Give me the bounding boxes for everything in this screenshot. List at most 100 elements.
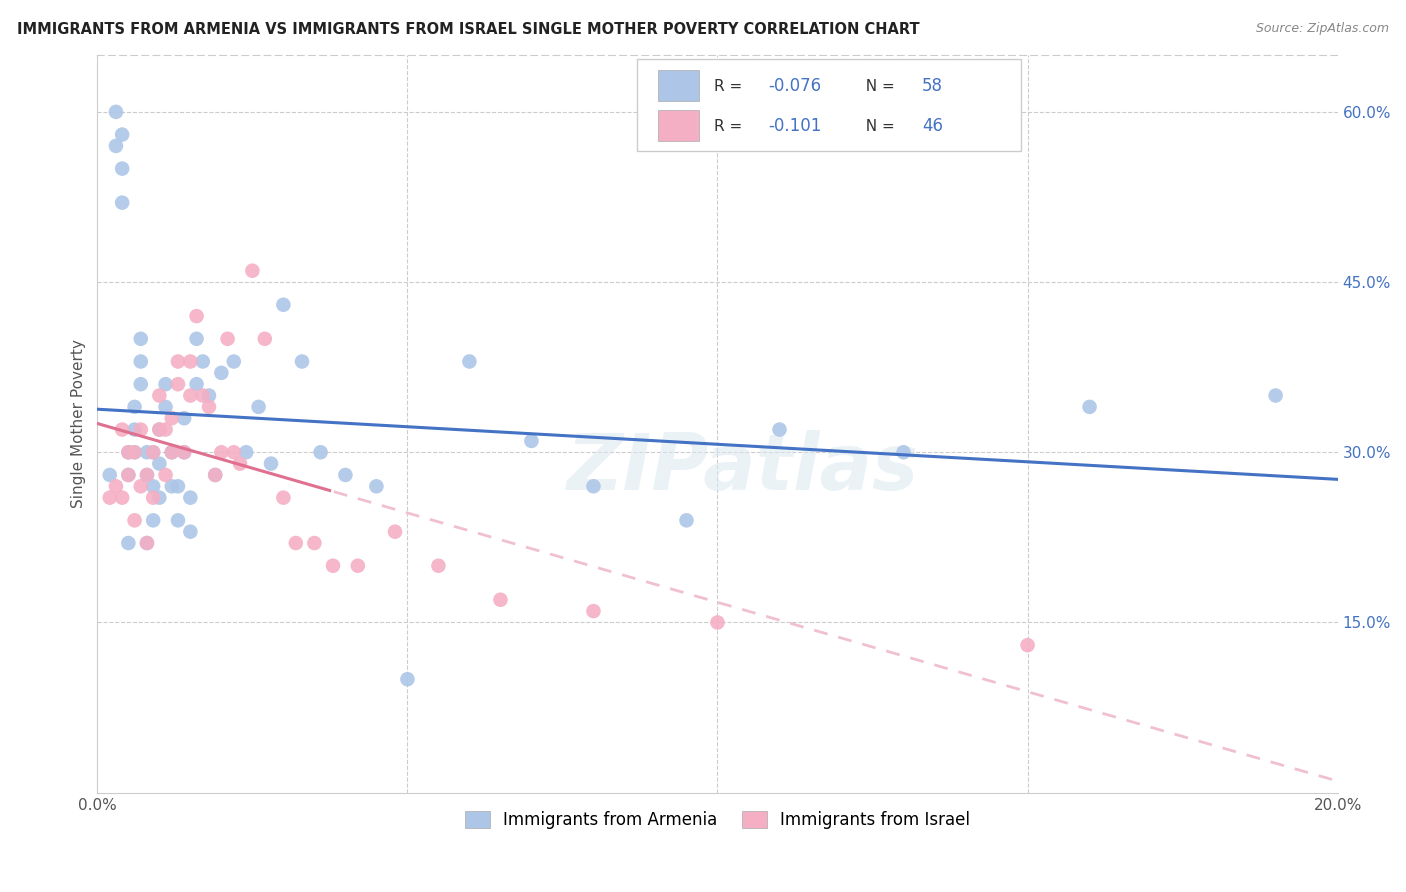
Point [136, 467, 159, 482]
Point [117, 467, 139, 482]
Point [204, 467, 226, 482]
Point [186, 332, 208, 346]
Point [117, 445, 139, 459]
Text: N =: N = [856, 119, 900, 134]
Point [155, 467, 177, 482]
Point [136, 445, 159, 459]
Point [186, 377, 208, 392]
Point [179, 354, 201, 368]
Point [1078, 400, 1101, 414]
Point [217, 332, 239, 346]
Point [124, 513, 146, 527]
Legend: Immigrants from Armenia, Immigrants from Israel: Immigrants from Armenia, Immigrants from… [458, 805, 977, 836]
Point [768, 423, 790, 437]
Point [124, 400, 146, 414]
Point [111, 423, 134, 437]
Point [155, 400, 177, 414]
Point [242, 263, 264, 277]
Point [111, 128, 134, 142]
Point [260, 457, 283, 471]
FancyBboxPatch shape [637, 59, 1021, 151]
Point [179, 388, 201, 402]
Point [142, 491, 165, 505]
Point [204, 467, 226, 482]
Point [520, 434, 543, 448]
Point [136, 536, 159, 550]
Point [335, 467, 357, 482]
Point [160, 479, 183, 493]
Text: -0.101: -0.101 [768, 117, 821, 135]
Point [1017, 638, 1039, 652]
Point [111, 195, 134, 210]
Text: R =: R = [714, 78, 747, 94]
Point [124, 445, 146, 459]
Point [706, 615, 728, 630]
Point [148, 491, 170, 505]
Point [155, 377, 177, 392]
Text: Source: ZipAtlas.com: Source: ZipAtlas.com [1256, 22, 1389, 36]
Point [346, 558, 368, 573]
Point [179, 491, 201, 505]
Point [198, 400, 221, 414]
Point [396, 672, 419, 686]
Point [104, 104, 127, 119]
Point [117, 445, 139, 459]
Point [427, 558, 450, 573]
Point [291, 354, 314, 368]
Point [273, 491, 295, 505]
Text: ZIPatlas: ZIPatlas [567, 430, 918, 506]
Text: N =: N = [856, 78, 900, 94]
Point [148, 457, 170, 471]
Y-axis label: Single Mother Poverty: Single Mother Poverty [72, 340, 86, 508]
Text: 58: 58 [922, 78, 943, 95]
Point [893, 445, 915, 459]
Point [167, 377, 190, 392]
Text: -0.076: -0.076 [768, 78, 821, 95]
Point [155, 423, 177, 437]
Point [173, 445, 195, 459]
Point [111, 161, 134, 176]
Point [209, 366, 232, 380]
Point [186, 309, 208, 323]
Point [124, 445, 146, 459]
Point [124, 423, 146, 437]
Point [160, 445, 183, 459]
Point [129, 479, 152, 493]
Point [129, 354, 152, 368]
Point [98, 467, 121, 482]
Point [366, 479, 388, 493]
Text: 46: 46 [922, 117, 943, 135]
Point [167, 479, 190, 493]
Point [160, 445, 183, 459]
Point [284, 536, 307, 550]
Point [142, 445, 165, 459]
Point [148, 423, 170, 437]
FancyBboxPatch shape [658, 110, 699, 141]
Point [160, 411, 183, 425]
FancyBboxPatch shape [658, 70, 699, 101]
Point [273, 298, 295, 312]
Point [229, 457, 252, 471]
Text: IMMIGRANTS FROM ARMENIA VS IMMIGRANTS FROM ISRAEL SINGLE MOTHER POVERTY CORRELAT: IMMIGRANTS FROM ARMENIA VS IMMIGRANTS FR… [17, 22, 920, 37]
Point [117, 536, 139, 550]
Point [384, 524, 406, 539]
Point [222, 445, 245, 459]
Point [173, 411, 195, 425]
Point [117, 467, 139, 482]
Point [111, 491, 134, 505]
Point [167, 354, 190, 368]
Point [142, 479, 165, 493]
Point [222, 354, 245, 368]
Point [235, 445, 257, 459]
Point [129, 423, 152, 437]
Point [167, 513, 190, 527]
Point [104, 479, 127, 493]
Point [247, 400, 270, 414]
Point [489, 592, 512, 607]
Point [129, 332, 152, 346]
Point [136, 536, 159, 550]
Point [136, 467, 159, 482]
Point [1264, 388, 1286, 402]
Point [458, 354, 481, 368]
Point [253, 332, 276, 346]
